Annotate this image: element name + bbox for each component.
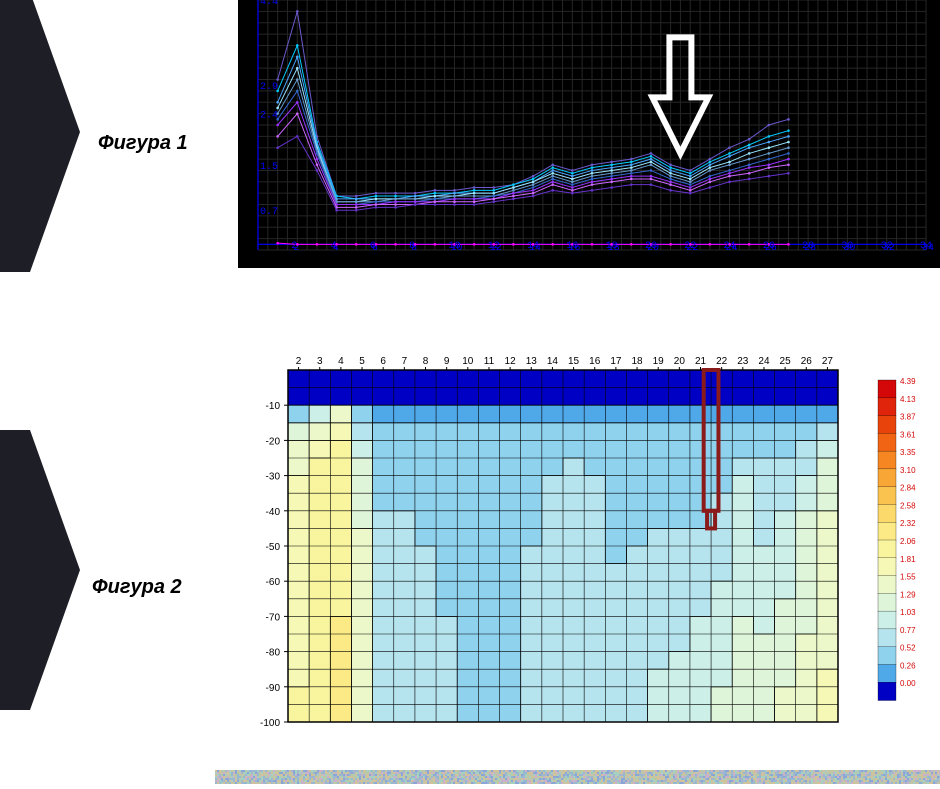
svg-text:-100: -100: [260, 718, 280, 729]
svg-text:23: 23: [737, 356, 749, 367]
svg-text:16: 16: [566, 241, 578, 252]
svg-text:32: 32: [881, 241, 893, 252]
line-chart-figure-1: 0.71.52.42.94.42468101214161820222426283…: [238, 0, 940, 268]
svg-text:1.03: 1.03: [900, 608, 916, 617]
svg-text:7: 7: [402, 356, 408, 367]
svg-text:1.55: 1.55: [900, 573, 916, 582]
svg-text:-30: -30: [266, 472, 281, 483]
svg-text:0.52: 0.52: [900, 644, 916, 653]
svg-text:15: 15: [568, 356, 580, 367]
svg-text:22: 22: [716, 356, 728, 367]
svg-text:-40: -40: [266, 507, 281, 518]
svg-text:1.29: 1.29: [900, 590, 916, 599]
svg-text:0.77: 0.77: [900, 626, 916, 635]
svg-text:2.84: 2.84: [900, 484, 916, 493]
svg-text:8: 8: [409, 241, 415, 252]
svg-text:10: 10: [448, 241, 460, 252]
svg-text:24: 24: [758, 356, 770, 367]
svg-text:8: 8: [423, 356, 429, 367]
svg-text:1.81: 1.81: [900, 555, 916, 564]
contour-heatmap-figure-2: 2345678910111213141516171819202122232425…: [238, 350, 940, 750]
figure-2-label: Фигура 2: [92, 576, 182, 599]
svg-text:27: 27: [822, 356, 834, 367]
svg-text:0.7: 0.7: [260, 207, 278, 218]
svg-text:2: 2: [291, 241, 297, 252]
svg-text:-60: -60: [266, 577, 281, 588]
svg-text:12: 12: [505, 356, 517, 367]
svg-text:17: 17: [610, 356, 622, 367]
svg-text:0.00: 0.00: [900, 679, 916, 688]
svg-text:-50: -50: [266, 542, 281, 553]
svg-text:30: 30: [841, 241, 853, 252]
svg-text:22: 22: [684, 241, 696, 252]
svg-text:3.87: 3.87: [900, 413, 916, 422]
svg-text:9: 9: [444, 356, 450, 367]
svg-text:-80: -80: [266, 648, 281, 659]
svg-text:2.06: 2.06: [900, 537, 916, 546]
svg-text:21: 21: [695, 356, 707, 367]
svg-text:18: 18: [631, 356, 643, 367]
svg-text:1.5: 1.5: [260, 162, 278, 173]
svg-text:26: 26: [801, 356, 813, 367]
chevron-decoration-1: [0, 0, 80, 272]
svg-text:2.9: 2.9: [260, 82, 278, 93]
svg-text:4: 4: [338, 356, 344, 367]
svg-text:19: 19: [653, 356, 665, 367]
svg-text:20: 20: [674, 356, 686, 367]
svg-text:3: 3: [317, 356, 323, 367]
svg-text:2: 2: [296, 356, 302, 367]
svg-text:10: 10: [462, 356, 474, 367]
svg-text:14: 14: [547, 356, 559, 367]
svg-text:18: 18: [606, 241, 618, 252]
svg-text:24: 24: [724, 241, 736, 252]
svg-text:4.39: 4.39: [900, 377, 916, 386]
svg-text:34: 34: [920, 241, 932, 252]
svg-text:2.4: 2.4: [260, 111, 278, 122]
svg-text:13: 13: [526, 356, 538, 367]
svg-text:20: 20: [645, 241, 657, 252]
svg-text:12: 12: [488, 241, 500, 252]
svg-text:14: 14: [527, 241, 539, 252]
svg-text:25: 25: [780, 356, 792, 367]
chevron-decoration-2: [0, 430, 80, 710]
svg-text:-20: -20: [266, 436, 281, 447]
svg-text:-70: -70: [266, 612, 281, 623]
svg-text:2.32: 2.32: [900, 519, 916, 528]
svg-text:6: 6: [380, 356, 386, 367]
svg-text:28: 28: [802, 241, 814, 252]
svg-text:6: 6: [370, 241, 376, 252]
decorative-strip: [215, 770, 940, 784]
svg-text:4: 4: [331, 241, 337, 252]
svg-text:-90: -90: [266, 683, 281, 694]
svg-text:4.13: 4.13: [900, 395, 916, 404]
svg-text:3.61: 3.61: [900, 430, 916, 439]
svg-text:2.58: 2.58: [900, 501, 916, 510]
svg-text:11: 11: [484, 356, 495, 367]
svg-text:3.10: 3.10: [900, 466, 916, 475]
figure-1-label: Фигура 1: [98, 132, 188, 155]
svg-text:0.26: 0.26: [900, 661, 916, 670]
svg-text:16: 16: [589, 356, 601, 367]
svg-text:5: 5: [359, 356, 365, 367]
svg-text:4.4: 4.4: [260, 0, 278, 8]
svg-text:26: 26: [763, 241, 775, 252]
svg-text:-10: -10: [266, 401, 281, 412]
svg-text:3.35: 3.35: [900, 448, 916, 457]
